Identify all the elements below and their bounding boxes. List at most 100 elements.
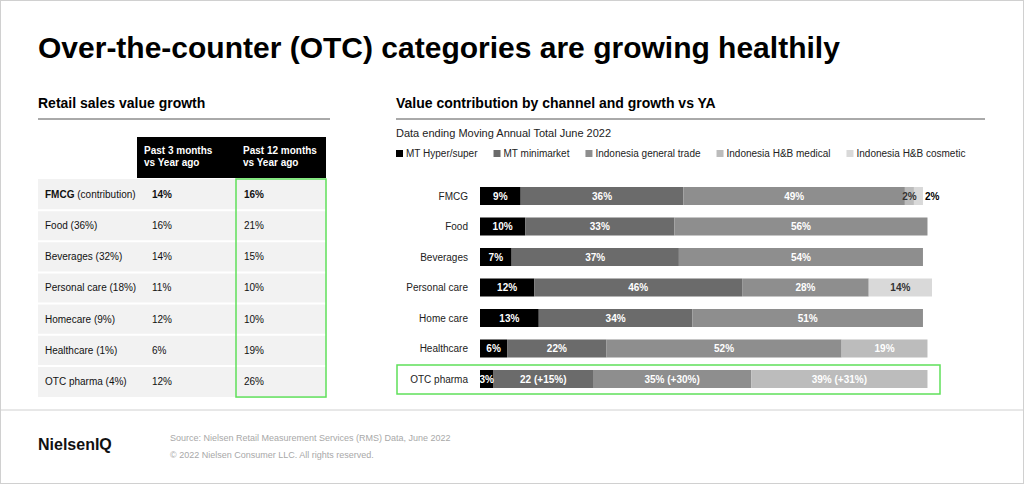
bar-segment — [692, 309, 923, 327]
row-name: Personal care — [45, 282, 107, 293]
row-separator — [38, 334, 326, 336]
data-label: 2% — [902, 191, 917, 202]
cell-value: 26% — [244, 376, 264, 387]
table-cell: 19% — [244, 335, 264, 366]
data-label: 13% — [499, 313, 519, 324]
row-label: FMCG (contribution) — [45, 179, 136, 210]
bar-segment — [480, 309, 539, 327]
row-share: (contribution) — [77, 189, 135, 200]
bar-segment — [480, 218, 525, 236]
data-label: 33% — [590, 221, 610, 232]
category-highlight — [397, 365, 940, 394]
data-label: 6% — [486, 343, 501, 354]
row-name: Homecare — [45, 314, 91, 325]
cell-value: 16% — [152, 220, 172, 231]
bar-segment — [869, 279, 932, 297]
cell-value: 10% — [244, 314, 264, 325]
column-header: Past 12 months vs Year ago — [243, 145, 323, 169]
cell-value: 14% — [152, 189, 172, 200]
row-label: Homecare (9%) — [45, 304, 115, 335]
canvas: Over-the-counter (OTC) categories are gr… — [0, 0, 1024, 484]
data-label: 56% — [791, 221, 811, 232]
table-cell: 26% — [244, 366, 264, 397]
data-label: 7% — [489, 252, 504, 263]
bar-segment — [842, 340, 928, 358]
table-rule — [38, 119, 330, 120]
page: Over-the-counter (OTC) categories are gr… — [0, 0, 1024, 484]
row-name: Beverages — [45, 251, 93, 262]
column-header: Past 3 months vs Year ago — [144, 145, 224, 169]
legend-label: MT minimarket — [504, 148, 570, 159]
data-label: 12% — [497, 282, 517, 293]
row-share: (9%) — [94, 314, 115, 325]
legend-label: MT Hyper/super — [406, 148, 478, 159]
data-label: 54% — [791, 252, 811, 263]
footer-rule — [0, 410, 1024, 411]
column-highlight — [236, 179, 326, 397]
legend: MT Hyper/super MT minimarket Indonesia gen… — [396, 148, 965, 159]
row-share: (4%) — [106, 376, 127, 387]
data-label: 36% — [592, 191, 612, 202]
logo: NielsenIQ — [38, 436, 112, 453]
table-cell: 12% — [152, 304, 172, 335]
chart-subtitle: Data ending Moving Annual Total June 202… — [396, 127, 611, 139]
table-cell: 11% — [152, 272, 171, 303]
cell-value: 10% — [244, 282, 264, 293]
row-share: (18%) — [109, 282, 136, 293]
data-label: 35% (+30%) — [644, 374, 699, 385]
data-label: 3% — [480, 374, 495, 385]
data-label: 52% — [714, 343, 734, 354]
bar-segment — [480, 340, 507, 358]
table-body-bg — [38, 179, 326, 397]
data-label: 14% — [890, 282, 910, 293]
category-label: Beverages — [420, 252, 468, 263]
data-label: 22% — [547, 343, 567, 354]
data-label: 9% — [493, 191, 508, 202]
data-label: 49% — [784, 191, 804, 202]
bar-segment — [679, 248, 923, 266]
bar-segment — [525, 218, 674, 236]
table-title: Retail sales value growth — [38, 95, 205, 111]
table-cell: 14% — [152, 179, 172, 210]
legend-swatch — [494, 150, 501, 157]
cell-value: 15% — [244, 251, 264, 262]
data-label: 22 (+15%) — [520, 374, 566, 385]
bar-segment — [480, 248, 512, 266]
data-labels: 9%36%49%2%2%10%33%56%7%37%54%12%46%28%14… — [480, 191, 940, 385]
legend-label: Indonesia general trade — [595, 148, 701, 159]
table-cell: 16% — [152, 210, 172, 241]
cell-value: 14% — [152, 251, 172, 262]
table-cell: 12% — [152, 366, 172, 397]
source-note: Source: Nielsen Retail Measurement Servi… — [170, 433, 451, 443]
category-label: OTC pharma — [410, 374, 468, 385]
row-label: Healthcare (1%) — [45, 335, 117, 366]
cell-value: 11% — [152, 282, 171, 293]
row-label: Beverages (32%) — [45, 241, 122, 272]
bar-segment — [742, 279, 869, 297]
bar-segment — [480, 279, 534, 297]
legend-label: Indonesia H&B medical — [727, 148, 831, 159]
table-cell: 16% — [244, 179, 264, 210]
bar-segment — [534, 279, 742, 297]
row-separator — [38, 303, 326, 305]
bar-segment — [539, 309, 693, 327]
legend-swatch — [717, 150, 724, 157]
category-label: Home care — [419, 313, 468, 324]
bar-segment — [751, 370, 927, 388]
bar-segment — [521, 187, 684, 205]
category-label: Food — [445, 221, 468, 232]
legend-swatch — [396, 150, 403, 157]
data-label: 28% — [795, 282, 815, 293]
row-name: FMCG — [45, 189, 74, 200]
table-cell: 15% — [244, 241, 264, 272]
category-label: FMCG — [439, 191, 469, 202]
row-separator — [38, 271, 326, 273]
row-name: OTC pharma — [45, 376, 103, 387]
row-separator — [38, 209, 326, 211]
data-label: 34% — [606, 313, 626, 324]
bar-segment — [480, 370, 494, 388]
row-separator — [38, 365, 326, 367]
bar-segment — [593, 370, 751, 388]
cell-value: 12% — [152, 376, 172, 387]
data-label: 39% (+31%) — [812, 374, 867, 385]
